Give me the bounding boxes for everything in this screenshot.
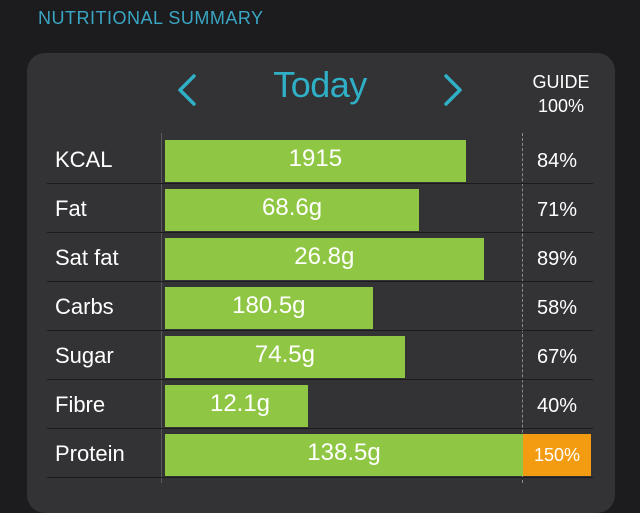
guide-percent-value: 84%	[536, 150, 578, 172]
nutrient-value: 74.5g	[254, 341, 315, 368]
chevron-left-icon[interactable]	[172, 72, 202, 108]
nutrient-bar	[165, 336, 405, 378]
nutrient-label: Fat	[55, 196, 87, 221]
nutrient-row: KCAL 1915 84%	[27, 135, 615, 184]
nutrient-row: Carbs 180.5g 58%	[27, 282, 615, 331]
guide-percent-value: 67%	[536, 346, 578, 368]
guide-percent: 100%	[537, 96, 585, 116]
nutrient-value: 1915	[288, 145, 343, 172]
nutrient-value: 26.8g	[294, 243, 355, 270]
nutrient-row: Sat fat 26.8g 89%	[27, 233, 615, 282]
over-guide-badge: 150%	[523, 434, 591, 476]
nutrient-row: Fibre 12.1g 40%	[27, 380, 615, 429]
nutrient-bar	[165, 189, 420, 231]
nutrient-row: Protein 138.5g 150%	[27, 429, 615, 478]
nutrient-label: Fibre	[55, 392, 106, 417]
guide-header: GUIDE 100%	[516, 70, 606, 118]
row-divider	[47, 281, 593, 282]
guide-percent-value: 58%	[536, 297, 578, 319]
nutrient-value: 68.6g	[262, 194, 323, 221]
guide-label: GUIDE	[532, 72, 590, 92]
nutrient-value: 180.5g	[232, 292, 306, 319]
section-title: NUTRITIONAL SUMMARY	[38, 8, 264, 28]
row-divider	[47, 232, 593, 233]
nutrient-bar	[165, 238, 484, 280]
nutrient-bar	[165, 140, 466, 182]
day-label: Today	[273, 64, 367, 105]
guide-percent-value: 71%	[536, 199, 578, 221]
nutrient-value: 12.1g	[209, 390, 271, 417]
nutrient-row: Fat 68.6g 71%	[27, 184, 615, 233]
row-divider	[47, 379, 593, 380]
row-divider	[47, 183, 593, 184]
guide-percent-value: 89%	[536, 248, 578, 270]
nutrient-row: Sugar 74.5g 67%	[27, 331, 615, 380]
bar-axis-line	[161, 133, 162, 483]
chevron-right-icon[interactable]	[438, 72, 468, 108]
nutrient-value: 138.5g	[307, 439, 381, 466]
row-divider	[47, 477, 593, 478]
nutrient-bar	[165, 434, 523, 476]
nutrient-label: Protein	[55, 441, 125, 466]
nutrient-bar	[165, 287, 373, 329]
row-divider	[47, 428, 593, 429]
nutrient-label: Carbs	[55, 294, 114, 319]
guide-marker-line	[522, 133, 523, 483]
nutrient-label: Sugar	[55, 343, 114, 368]
guide-percent-value: 40%	[536, 395, 578, 417]
row-divider	[47, 330, 593, 331]
nutrient-label: KCAL	[55, 147, 113, 172]
nutrient-bar	[165, 385, 309, 427]
nutrient-label: Sat fat	[55, 245, 119, 270]
